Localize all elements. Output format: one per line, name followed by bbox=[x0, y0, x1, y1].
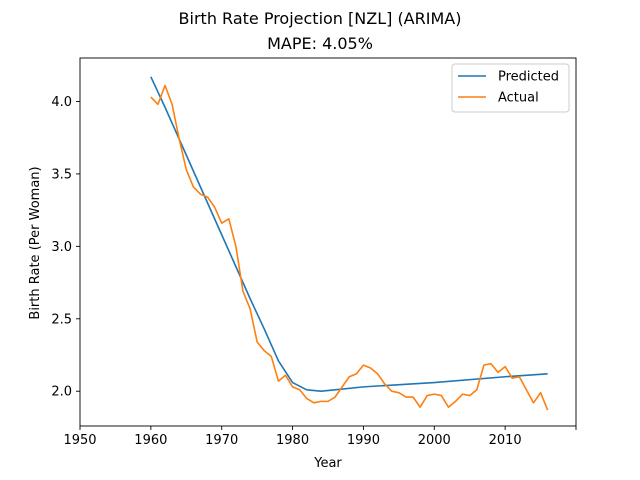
y-tick-label: 2.5 bbox=[51, 312, 72, 327]
y-axis-label: Birth Rate (Per Woman) bbox=[28, 166, 43, 319]
chart-subtitle: MAPE: 4.05% bbox=[267, 34, 373, 53]
x-tick-label: 1990 bbox=[347, 433, 380, 448]
plot-frame bbox=[79, 57, 577, 427]
x-tick-label: 1960 bbox=[134, 433, 167, 448]
plot-area: 1950 1960 1970 1980 1990 2000 2010 2.0 2.5 3.0 3.5… bbox=[51, 57, 577, 448]
x-tick-label: 2010 bbox=[489, 433, 522, 448]
legend-label-predicted: Predicted bbox=[498, 70, 559, 85]
x-axis-label: Year bbox=[313, 456, 342, 471]
chart-title: Birth Rate Projection [NZL] (ARIMA) bbox=[179, 9, 462, 28]
x-tick-label: 1950 bbox=[63, 433, 96, 448]
y-tick-label: 3.5 bbox=[51, 167, 72, 182]
series-line-predicted bbox=[150, 76, 548, 393]
y-tick-label: 2.0 bbox=[51, 385, 72, 400]
y-tick-label: 4.0 bbox=[51, 95, 72, 110]
x-tick-label: 1970 bbox=[205, 433, 238, 448]
x-tick-label: 2000 bbox=[418, 433, 451, 448]
legend: Predicted Actual bbox=[451, 63, 570, 113]
x-tick-label: 1980 bbox=[276, 433, 309, 448]
y-tick-label: 3.0 bbox=[51, 240, 72, 255]
legend-label-actual: Actual bbox=[498, 91, 539, 106]
series-line-actual bbox=[150, 84, 549, 411]
